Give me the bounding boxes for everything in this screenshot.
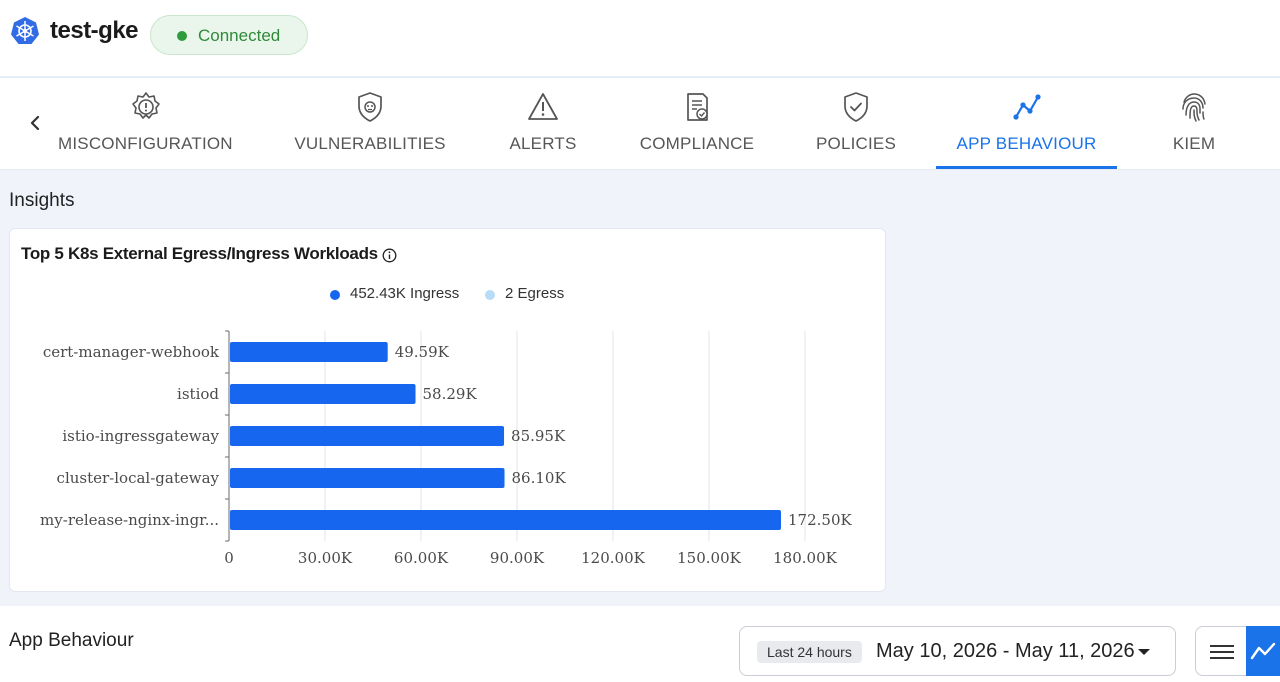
data-label: 85.95K — [511, 427, 566, 445]
category-label: my-release-nginx-ingr... — [40, 511, 219, 529]
status-dot-icon — [177, 31, 187, 41]
bar — [230, 510, 781, 530]
section-tabs: MISCONFIGURATION VULNERABILITIES ALERTS — [0, 78, 1280, 170]
trend-line-icon — [1250, 642, 1276, 660]
workload-bar-chart: cert-manager-webhook 49.59K istiod 58.29K is… — [40, 330, 852, 567]
chevron-left-icon[interactable] — [22, 108, 48, 138]
bar — [230, 342, 388, 362]
category-label: istiod — [177, 385, 219, 403]
shield-bug-icon — [358, 92, 382, 122]
x-tick-label: 60.00K — [394, 549, 449, 567]
tab-policies[interactable]: POLICIES — [806, 78, 906, 169]
chart-view-button[interactable] — [1246, 626, 1280, 676]
category-label: cluster-local-gateway — [57, 469, 220, 487]
connection-status-text: Connected — [198, 26, 281, 45]
x-tick-label: 30.00K — [298, 549, 353, 567]
shield-check-icon — [844, 92, 868, 122]
x-tick-label: 120.00K — [581, 549, 645, 567]
category-label: cert-manager-webhook — [43, 343, 220, 361]
graph-line-icon — [1012, 94, 1041, 120]
tab-compliance[interactable]: COMPLIANCE — [630, 78, 764, 169]
bar — [230, 384, 416, 404]
bar — [230, 468, 505, 488]
cluster-header: test-gke Connected — [0, 0, 1280, 78]
legend-label-egress: 2 Egress — [505, 285, 565, 302]
insights-section: Insights Top 5 K8s External Egress/Ingre… — [0, 170, 1280, 606]
warning-triangle-icon — [528, 93, 558, 120]
tab-alerts[interactable]: ALERTS — [496, 78, 590, 169]
egress-ingress-card: Top 5 K8s External Egress/Ingress Worklo… — [9, 228, 886, 592]
category-label: istio-ingressgateway — [62, 427, 219, 445]
legend-dot-egress — [485, 290, 495, 300]
fingerprint-icon — [1182, 93, 1206, 122]
tab-vulnerabilities[interactable]: VULNERABILITIES — [292, 78, 448, 169]
tab-app-behaviour[interactable]: APP BEHAVIOUR — [936, 78, 1117, 169]
tab-label: ALERTS — [509, 134, 577, 153]
kubernetes-logo-icon — [11, 17, 39, 44]
list-view-button[interactable] — [1195, 626, 1247, 676]
tab-label: POLICIES — [815, 134, 897, 153]
tab-label: APP BEHAVIOUR — [956, 134, 1097, 153]
data-label: 86.10K — [512, 469, 567, 487]
date-range-text: May 10, 2026 - May 11, 2026 — [876, 640, 1135, 662]
view-toggle — [1195, 626, 1280, 676]
gear-warning-icon — [132, 92, 160, 119]
document-check-icon — [687, 93, 708, 121]
connection-status-badge: Connected — [150, 15, 308, 55]
insights-title: Insights — [9, 190, 75, 211]
info-icon[interactable] — [382, 248, 397, 263]
tab-label: MISCONFIGURATION — [58, 134, 233, 153]
app-behaviour-title: App Behaviour — [9, 630, 134, 651]
range-chip: Last 24 hours — [757, 641, 862, 663]
data-label: 49.59K — [395, 343, 450, 361]
tab-label: COMPLIANCE — [639, 134, 755, 153]
date-range-picker[interactable]: Last 24 hours May 10, 2026 - May 11, 202… — [739, 626, 1176, 676]
legend-label-ingress: 452.43K Ingress — [350, 285, 460, 302]
caret-down-icon — [1138, 649, 1150, 655]
data-label: 172.50K — [788, 511, 852, 529]
menu-lines-icon — [1210, 645, 1234, 659]
tab-kiem[interactable]: KIEM — [1158, 78, 1230, 169]
x-tick-label: 90.00K — [490, 549, 545, 567]
x-tick-label: 180.00K — [773, 549, 837, 567]
tab-label: VULNERABILITIES — [294, 134, 446, 153]
x-tick-label: 0 — [224, 549, 234, 567]
tab-label: KIEM — [1172, 134, 1216, 153]
legend-dot-ingress — [330, 290, 340, 300]
tab-misconfiguration[interactable]: MISCONFIGURATION — [58, 78, 234, 169]
card-title: Top 5 K8s External Egress/Ingress Worklo… — [21, 244, 378, 263]
cluster-name: test-gke — [50, 17, 139, 44]
data-label: 58.29K — [423, 385, 478, 403]
bar — [230, 426, 505, 446]
x-tick-label: 150.00K — [677, 549, 741, 567]
